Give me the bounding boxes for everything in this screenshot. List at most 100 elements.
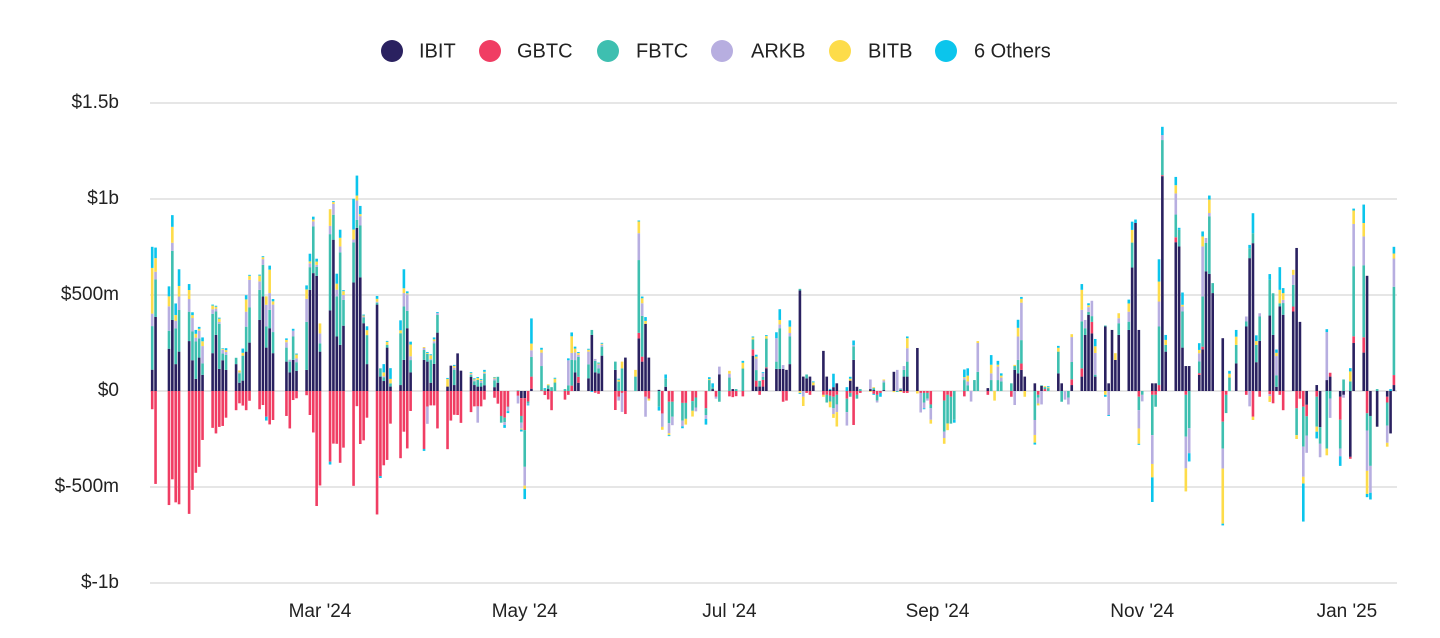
bar-stack[interactable] xyxy=(1117,313,1121,391)
bar-stack[interactable] xyxy=(1063,391,1067,400)
bar-stack[interactable] xyxy=(476,376,480,423)
bar-stack[interactable] xyxy=(822,350,825,397)
bar-stack[interactable] xyxy=(1104,325,1107,397)
bar-stack[interactable] xyxy=(1328,372,1332,418)
bar-stack[interactable] xyxy=(1197,343,1201,391)
bar-stack[interactable] xyxy=(268,265,271,425)
bar-stack[interactable] xyxy=(600,342,604,391)
bar-stack[interactable] xyxy=(1342,379,1345,398)
bar-stack[interactable] xyxy=(446,377,449,450)
bar-stack[interactable] xyxy=(1211,283,1214,391)
bar-stack[interactable] xyxy=(335,273,339,444)
bar-stack[interactable] xyxy=(590,329,594,392)
bar-stack[interactable] xyxy=(224,348,228,418)
bar-stack[interactable] xyxy=(634,369,637,391)
bar-stack[interactable] xyxy=(714,391,718,399)
bar-stack[interactable] xyxy=(657,389,661,411)
bar-stack[interactable] xyxy=(1130,221,1134,391)
bar-stack[interactable] xyxy=(291,328,295,401)
bar-stack[interactable] xyxy=(640,296,644,391)
bar-stack[interactable] xyxy=(832,373,835,418)
bar-stack[interactable] xyxy=(355,175,359,407)
bar-stack[interactable] xyxy=(358,205,362,444)
bar-stack[interactable] xyxy=(469,372,473,413)
bar-stack[interactable] xyxy=(1325,329,1329,456)
bar-stack[interactable] xyxy=(399,320,402,459)
bar-stack[interactable] xyxy=(949,391,953,424)
bar-stack[interactable] xyxy=(1278,267,1282,395)
bar-stack[interactable] xyxy=(540,347,543,392)
legend-item-arkb[interactable]: ARKB xyxy=(711,40,805,62)
bar-stack[interactable] xyxy=(825,376,829,403)
bar-stack[interactable] xyxy=(456,353,459,415)
bar-stack[interactable] xyxy=(563,389,567,400)
bar-stack[interactable] xyxy=(644,317,647,417)
bar-stack[interactable] xyxy=(1305,391,1308,453)
bar-stack[interactable] xyxy=(952,391,956,423)
bar-stack[interactable] xyxy=(546,384,550,400)
bar-stack[interactable] xyxy=(973,380,976,391)
bar-stack[interactable] xyxy=(775,332,778,391)
bar-stack[interactable] xyxy=(1083,319,1087,391)
bar-stack[interactable] xyxy=(1281,288,1285,411)
bar-stack[interactable] xyxy=(365,326,369,418)
bar-stack[interactable] xyxy=(993,391,996,401)
bar-stack[interactable] xyxy=(741,360,745,397)
bar-stack[interactable] xyxy=(244,295,248,411)
bar-stack[interactable] xyxy=(785,369,788,401)
bar-stack[interactable] xyxy=(221,348,224,426)
bar-stack[interactable] xyxy=(214,305,218,434)
bar-stack[interactable] xyxy=(1090,300,1094,391)
bar-stack[interactable] xyxy=(758,380,761,395)
bar-stack[interactable] xyxy=(859,389,862,393)
bar-stack[interactable] xyxy=(426,352,429,424)
bar-stack[interactable] xyxy=(1174,176,1178,391)
bar-stack[interactable] xyxy=(661,391,664,430)
bar-stack[interactable] xyxy=(999,373,1003,391)
bar-stack[interactable] xyxy=(241,348,245,406)
bar-stack[interactable] xyxy=(1033,383,1037,445)
bar-stack[interactable] xyxy=(587,348,590,391)
legend-item-others[interactable]: 6 Others xyxy=(935,40,1051,62)
bar-stack[interactable] xyxy=(503,391,506,428)
bar-stack[interactable] xyxy=(989,355,993,391)
bar-stack[interactable] xyxy=(211,304,214,428)
bar-stack[interactable] xyxy=(929,391,933,424)
legend-item-bitb[interactable]: BITB xyxy=(829,40,912,62)
bar-stack[interactable] xyxy=(1251,213,1255,420)
bar-stack[interactable] xyxy=(1268,274,1272,402)
bar-stack[interactable] xyxy=(1154,383,1157,407)
bar-stack[interactable] xyxy=(311,216,315,433)
bar-stack[interactable] xyxy=(1365,275,1369,498)
bar-stack[interactable] xyxy=(332,201,335,444)
bar-stack[interactable] xyxy=(899,388,902,392)
legend-item-ibit[interactable]: IBIT xyxy=(381,40,456,62)
bar-stack[interactable] xyxy=(624,357,627,415)
bar-stack[interactable] xyxy=(798,288,802,394)
bar-stack[interactable] xyxy=(523,391,527,500)
bar-stack[interactable] xyxy=(362,314,365,441)
bar-stack[interactable] xyxy=(765,335,768,391)
bar-stack[interactable] xyxy=(295,353,298,399)
bar-stack[interactable] xyxy=(218,317,221,427)
bar-stack[interactable] xyxy=(1134,219,1137,391)
bar-stack[interactable] xyxy=(493,376,496,398)
bar-stack[interactable] xyxy=(761,372,765,391)
bar-stack[interactable] xyxy=(1161,126,1164,391)
bar-stack[interactable] xyxy=(402,269,406,432)
bar-stack[interactable] xyxy=(845,387,849,426)
bar-stack[interactable] xyxy=(1302,391,1305,522)
bar-stack[interactable] xyxy=(708,377,711,391)
bar-stack[interactable] xyxy=(1255,335,1258,391)
bar-stack[interactable] xyxy=(1181,292,1184,392)
bar-stack[interactable] xyxy=(375,295,379,515)
bar-stack[interactable] xyxy=(963,369,966,397)
bar-stack[interactable] xyxy=(1258,313,1261,397)
bar-stack[interactable] xyxy=(1114,353,1117,391)
bar-stack[interactable] xyxy=(177,269,181,505)
bar-stack[interactable] xyxy=(1137,329,1141,445)
bar-stack[interactable] xyxy=(704,391,708,425)
bar-stack[interactable] xyxy=(550,387,553,411)
bar-stack[interactable] xyxy=(553,377,557,391)
bar-stack[interactable] xyxy=(1110,329,1114,391)
